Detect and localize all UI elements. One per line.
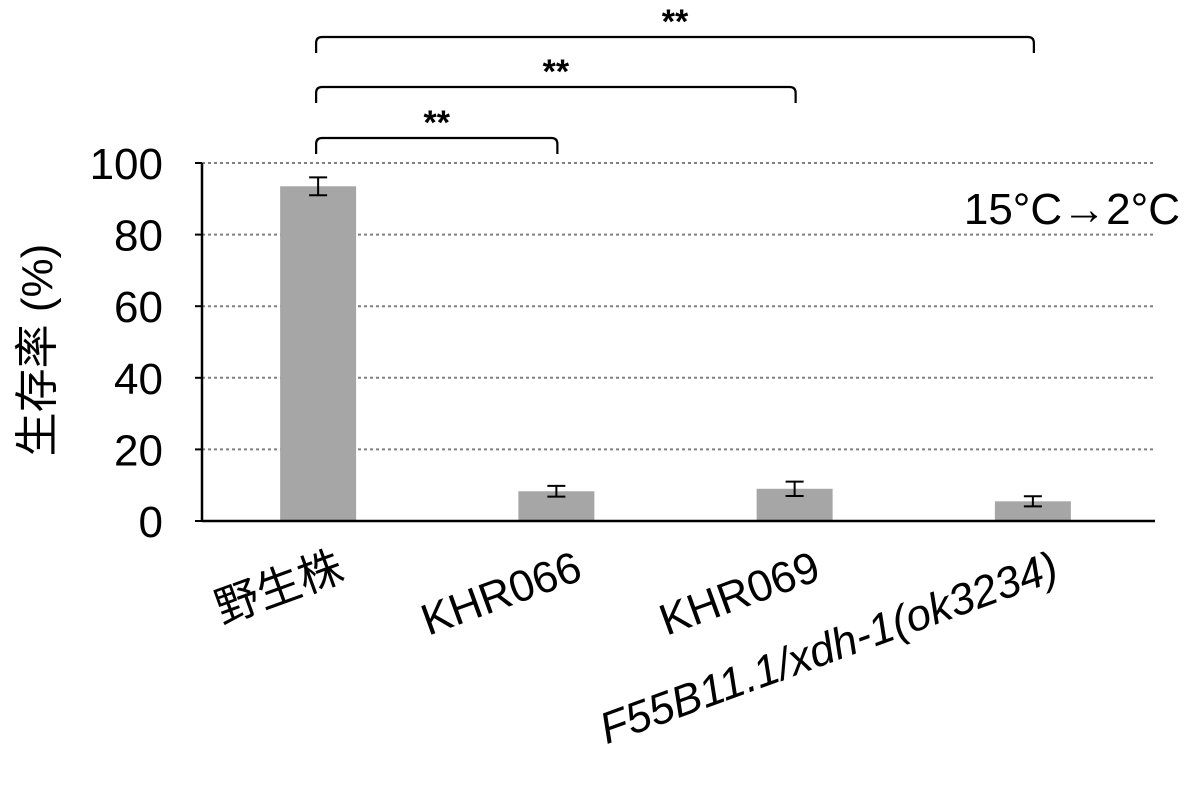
bar-3 bbox=[994, 501, 1071, 521]
condition-annotation: 15°C→2°C bbox=[964, 185, 1180, 234]
y-tick-label: 80 bbox=[114, 212, 163, 261]
x-category-label: 野生株 bbox=[209, 542, 350, 633]
gridlines bbox=[202, 162, 1155, 451]
y-tick-label: 20 bbox=[114, 426, 163, 475]
y-tick-label: 100 bbox=[90, 140, 163, 189]
significance-bracket-1 bbox=[315, 85, 797, 103]
error-bars bbox=[309, 176, 1042, 508]
significance-label: ** bbox=[543, 53, 570, 91]
significance-bracket-2 bbox=[315, 35, 1035, 53]
x-category-label: KHR069 bbox=[653, 542, 826, 645]
significance-bracket-0 bbox=[315, 136, 559, 154]
bar-0 bbox=[280, 186, 357, 521]
y-tick-labels: 0 20 40 60 80 100 bbox=[90, 140, 163, 547]
x-category-label: F55B11.1/xdh-1(ok3234) bbox=[593, 542, 1064, 753]
significance-label: ** bbox=[662, 3, 689, 41]
y-tick-label: 60 bbox=[114, 283, 163, 332]
y-tick-label: 40 bbox=[114, 355, 163, 404]
significance-label: ** bbox=[424, 104, 451, 142]
bars bbox=[280, 186, 1071, 521]
significance-brackets: ** ** ** bbox=[315, 3, 1035, 154]
axes bbox=[195, 162, 1155, 523]
y-tick-label: 0 bbox=[139, 498, 163, 547]
y-axis-label: 生存率 (%) bbox=[13, 244, 62, 457]
x-category-label: KHR066 bbox=[415, 542, 588, 645]
